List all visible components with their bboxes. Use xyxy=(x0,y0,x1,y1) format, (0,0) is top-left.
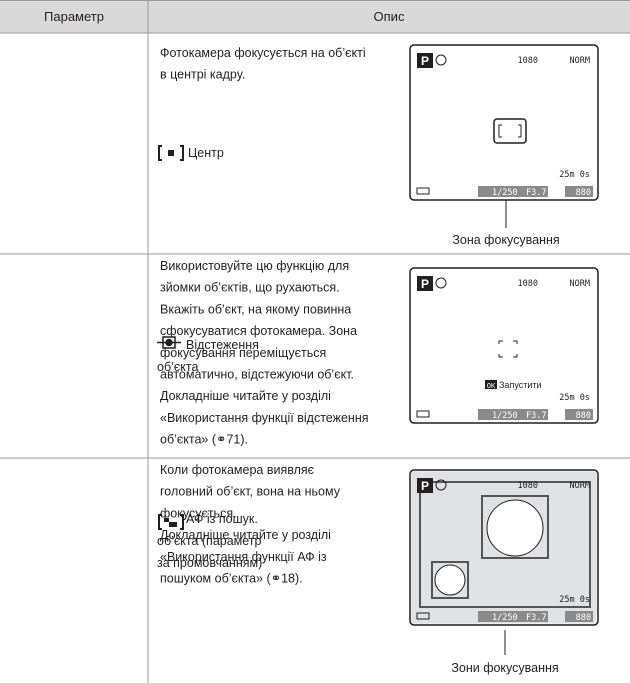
focus-frame xyxy=(419,481,591,608)
focus-frame xyxy=(481,495,549,559)
battery xyxy=(416,187,430,195)
flower xyxy=(434,564,466,596)
description-line: Вкажіть об’єкт, на якому повинна xyxy=(160,302,351,316)
time: 25m 0s xyxy=(559,170,590,180)
aperture: F3.7 xyxy=(526,411,546,421)
shutter: 1/250 xyxy=(492,613,518,623)
screen-frame xyxy=(409,44,599,201)
info-bar xyxy=(478,409,548,420)
description-line: фокусується. xyxy=(160,506,237,520)
caption: Зони фокусування xyxy=(451,661,558,675)
shots: 880 xyxy=(576,188,591,198)
aperture: F3.7 xyxy=(526,613,546,623)
description-line: головний об’єкт, вона на ньому xyxy=(160,485,341,499)
focus-bracket xyxy=(498,124,522,138)
option-label: об’єкта (параметр xyxy=(157,534,262,548)
info-bar xyxy=(565,409,593,420)
description-line: фокусування переміщується xyxy=(160,346,326,360)
header-bg xyxy=(0,0,630,33)
option-label: АФ із пошук. xyxy=(186,512,258,526)
description-line: «Використання функції АФ із xyxy=(160,550,327,564)
description-line: «Використання функції відстеження xyxy=(160,411,369,425)
info-bar xyxy=(478,186,548,197)
mode: P xyxy=(421,277,429,291)
description-line: сфокусуватися фотокамера. Зона xyxy=(160,324,357,338)
description-line: Використовуйте цю функцію для xyxy=(160,259,349,273)
quality: NORM xyxy=(570,481,590,491)
description-line: пошуком об’єкта» (⚭18). xyxy=(160,572,303,586)
mode-box xyxy=(417,478,433,493)
camera-screen: P 1080 NORM 25m 0s 1/250 F3.7 880 xyxy=(409,469,599,626)
screen-frame xyxy=(409,267,599,424)
description-line: в центрі кадру. xyxy=(160,68,245,82)
camera-screen: P 1080 NORM 25m 0s 1/250 F3.7 880 xyxy=(409,44,599,201)
start: Запустити xyxy=(499,380,542,390)
focus-frame xyxy=(431,561,469,599)
battery xyxy=(416,612,430,620)
ok-box xyxy=(485,380,497,389)
description-line: зйомки об’єктів, що рухаються. xyxy=(160,281,340,295)
shutter: 1/250 xyxy=(492,188,518,198)
header-cell: Параметр xyxy=(44,9,104,24)
mode-box xyxy=(417,53,433,68)
description-line: Коли фотокамера виявляє xyxy=(160,463,315,477)
description-line: автоматично, відстежуючи об’єкт. xyxy=(160,368,354,382)
time: 25m 0s xyxy=(559,393,590,403)
icon xyxy=(435,479,447,491)
video-size: 1080 xyxy=(518,481,538,491)
info-bar xyxy=(565,611,593,622)
mode: P xyxy=(421,479,429,493)
shots: 880 xyxy=(576,411,591,421)
option-label: Відстеження xyxy=(186,338,259,352)
option-label: за промовчанням) xyxy=(157,556,262,570)
option-label: Центр xyxy=(188,146,224,160)
quality: NORM xyxy=(570,279,590,289)
shots: 880 xyxy=(576,613,591,623)
mode-box xyxy=(417,276,433,291)
icon xyxy=(435,277,447,289)
video-size: 1080 xyxy=(518,279,538,289)
description-line: Докладніше читайте у розділі xyxy=(160,528,331,542)
description-line: об’єкта» (⚭71). xyxy=(160,433,248,447)
option-label: об’єкта xyxy=(157,360,198,374)
icon-subject-af xyxy=(158,514,184,530)
icon-tracking xyxy=(157,336,181,349)
icon-center xyxy=(158,145,184,161)
flower xyxy=(486,499,544,557)
camera-screen: P 1080 NORM 25m 0s 1/250 F3.7 880 OK Запустити xyxy=(409,267,599,424)
shutter: 1/250 xyxy=(492,411,518,421)
description-line: Фотокамера фокусується на об’єкті xyxy=(160,46,366,60)
focus-corners xyxy=(498,340,518,358)
quality: NORM xyxy=(570,56,590,66)
header-cell: Опис xyxy=(374,9,405,24)
icon xyxy=(435,54,447,66)
focus-area xyxy=(493,118,527,144)
info-bar xyxy=(478,611,548,622)
time: 25m 0s xyxy=(559,595,590,605)
aperture: F3.7 xyxy=(526,188,546,198)
video-size: 1080 xyxy=(518,56,538,66)
caption: Зона фокусування xyxy=(452,233,559,247)
description-line: Докладніше читайте у розділі xyxy=(160,389,331,403)
mode: P xyxy=(421,54,429,68)
info-bar xyxy=(565,186,593,197)
ok: OK xyxy=(487,382,496,390)
battery xyxy=(416,410,430,418)
